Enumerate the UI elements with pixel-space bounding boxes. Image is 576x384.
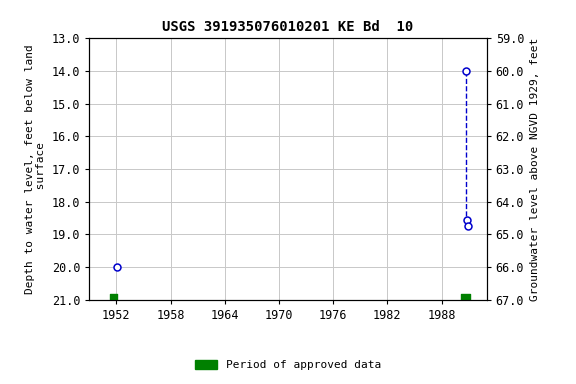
Y-axis label: Depth to water level, feet below land
 surface: Depth to water level, feet below land su…	[25, 44, 46, 294]
Title: USGS 391935076010201 KE Bd  10: USGS 391935076010201 KE Bd 10	[162, 20, 414, 35]
Y-axis label: Groundwater level above NGVD 1929, feet: Groundwater level above NGVD 1929, feet	[530, 37, 540, 301]
Legend: Period of approved data: Period of approved data	[191, 355, 385, 375]
